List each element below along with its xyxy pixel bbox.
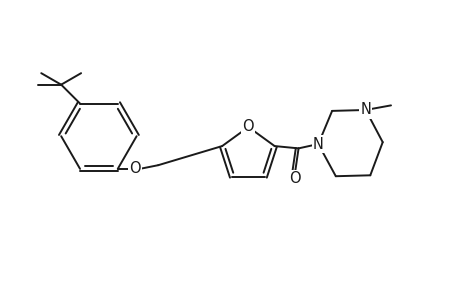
Text: O: O (242, 119, 254, 134)
Text: N: N (312, 136, 323, 152)
Text: N: N (359, 103, 370, 118)
Text: O: O (129, 161, 141, 176)
Text: O: O (288, 171, 300, 186)
